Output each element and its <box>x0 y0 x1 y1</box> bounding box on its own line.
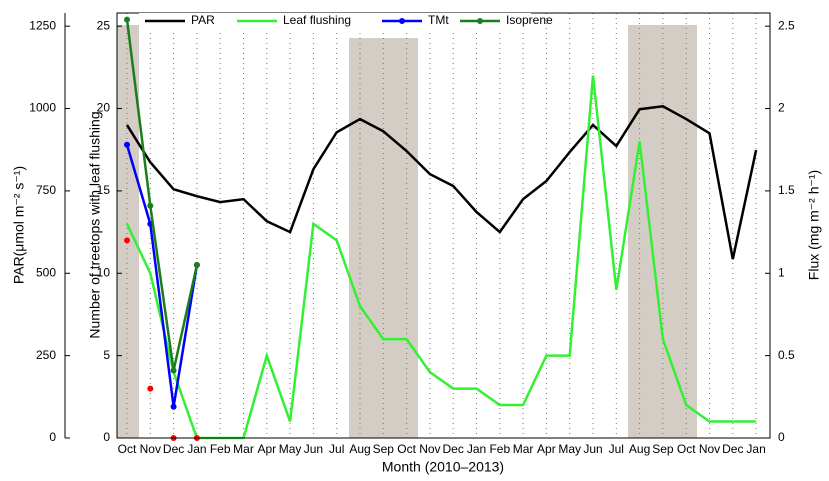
y-tick-label: 10 <box>97 265 111 279</box>
series-marker <box>124 141 130 148</box>
par-tick-label: 500 <box>36 265 56 279</box>
y2-tick-label: 1 <box>778 265 785 279</box>
x-tick-label: Nov <box>699 442 720 456</box>
x-tick-label: Aug <box>629 442 650 456</box>
shaded-period <box>117 25 139 438</box>
x-tick-label: Jan <box>746 442 765 456</box>
x-tick-label: Nov <box>140 442 161 456</box>
series-marker <box>124 16 130 23</box>
series-marker <box>147 202 154 209</box>
par-tick-label: 1250 <box>29 18 56 32</box>
y-tick-label: 25 <box>97 18 111 32</box>
series-marker <box>147 385 154 392</box>
y2-axis-label: Flux (mg m⁻² h⁻¹) <box>806 170 822 280</box>
series-line <box>125 19 199 371</box>
x-tick-label: Oct <box>677 442 696 456</box>
y-tick-label: 15 <box>97 183 111 197</box>
x-tick-label: Nov <box>419 442 440 456</box>
x-tick-label: Apr <box>257 442 276 456</box>
legend-label: Isoprene <box>506 13 553 27</box>
y-tick-label: 0 <box>103 430 110 444</box>
x-axis-label: Month (2010–2013) <box>382 459 504 475</box>
x-tick-label: May <box>279 442 302 456</box>
x-tick-label: Sep <box>652 442 674 456</box>
x-tick-label: Mar <box>233 442 254 456</box>
x-tick-label: Dec <box>163 442 184 456</box>
x-tick-label: Jan <box>467 442 486 456</box>
x-tick-label: Dec <box>722 442 743 456</box>
series-marker <box>170 403 177 410</box>
x-tick-label: Aug <box>349 442 370 456</box>
x-tick-label: Jun <box>304 442 323 456</box>
x-tick-label: Jun <box>583 442 602 456</box>
legend-label: TMt <box>428 13 449 27</box>
legend-box <box>139 13 531 31</box>
x-tick-label: Jul <box>329 442 344 456</box>
y2-tick-label: 0.5 <box>778 348 795 362</box>
series-marker <box>124 237 130 244</box>
x-tick-label: Feb <box>489 442 510 456</box>
legend-label: PAR <box>191 13 215 27</box>
x-tick-label: Oct <box>397 442 416 456</box>
series-marker <box>170 367 177 374</box>
y2-tick-label: 2 <box>778 101 785 115</box>
y2-tick-label: 0 <box>778 430 785 444</box>
y-tick-label: 5 <box>103 348 110 362</box>
series-line <box>125 144 199 407</box>
x-tick-label: Jul <box>609 442 624 456</box>
x-tick-label: May <box>558 442 581 456</box>
series-marker <box>193 262 200 269</box>
par-tick-label: 1000 <box>29 101 56 115</box>
x-tick-label: Oct <box>118 442 137 456</box>
par-tick-label: 0 <box>49 430 56 444</box>
x-tick-label: Jan <box>187 442 206 456</box>
legend-marker <box>477 18 483 24</box>
y2-tick-label: 2.5 <box>778 18 795 32</box>
y2-tick-label: 1.5 <box>778 183 795 197</box>
legend-marker <box>399 18 405 24</box>
legend-label: Leaf flushing <box>283 13 351 27</box>
par-tick-label: 250 <box>36 348 56 362</box>
par-axis-label: PAR(μmol m⁻² s⁻¹) <box>11 166 27 284</box>
y-tick-label: 20 <box>97 101 111 115</box>
x-tick-label: Feb <box>210 442 231 456</box>
x-tick-label: Dec <box>443 442 464 456</box>
par-tick-label: 750 <box>36 183 56 197</box>
y-axis-label: Number of treetops with leaf flushing <box>87 111 103 338</box>
shaded-period <box>628 25 697 438</box>
x-tick-label: Mar <box>513 442 534 456</box>
x-tick-label: Sep <box>373 442 395 456</box>
x-tick-label: Apr <box>537 442 556 456</box>
series-line <box>125 104 758 260</box>
